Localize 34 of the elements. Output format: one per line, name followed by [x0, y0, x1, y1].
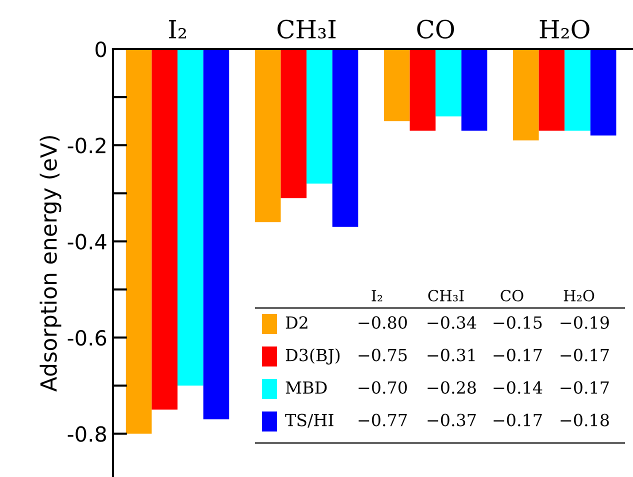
x-tick-label: I₂: [168, 20, 186, 38]
annotation: −0.31: [428, 348, 475, 362]
annotation: −0.80: [358, 316, 407, 329]
annotation: −0.75: [358, 348, 407, 362]
x-tick-label: H₂O: [540, 20, 590, 39]
annotation: −0.19: [560, 316, 609, 329]
category-label: I₂: [372, 290, 382, 302]
annotation: −0.34: [428, 316, 476, 329]
category-label: CH₃I: [428, 290, 464, 302]
y-tick-label: -0.8: [68, 426, 106, 442]
annotation: −0.17: [494, 414, 542, 426]
annotation: −0.17: [560, 348, 609, 362]
y-tick-label: -0.2: [68, 138, 106, 154]
legend-label: D2: [286, 316, 308, 329]
legend-label: TS/HI: [285, 414, 334, 428]
annotation: −0.77: [358, 414, 407, 426]
legend-label: D3(BJ): [286, 348, 340, 365]
annotation: −0.17: [494, 348, 542, 362]
annotation: −0.17: [560, 381, 609, 394]
y-tick-label: 0: [96, 41, 106, 58]
x-tick-label: CO: [417, 20, 454, 39]
y-axis-title: Adsorption energy (eV): [40, 136, 62, 392]
annotation: −0.18: [560, 414, 609, 426]
annotation: −0.28: [428, 381, 476, 394]
annotation: −0.70: [358, 381, 407, 394]
category-label: CO: [500, 290, 524, 302]
x-tick-label: CH₃I: [278, 20, 336, 39]
y-tick-label: -0.4: [68, 234, 106, 250]
legend-label: MBD: [286, 381, 327, 394]
annotation: −0.15: [494, 316, 542, 329]
annotation: −0.14: [494, 381, 542, 394]
annotation: −0.37: [428, 414, 476, 426]
y-tick-label: -0.6: [68, 330, 106, 346]
category-label: H₂O: [564, 290, 594, 302]
